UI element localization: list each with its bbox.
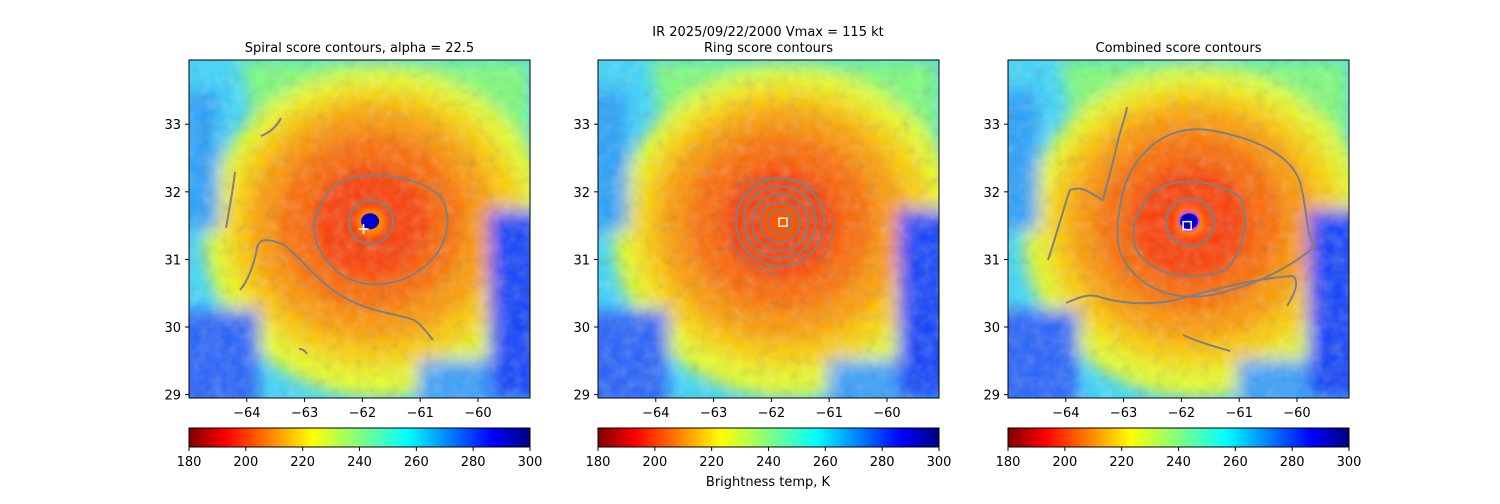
- y-tick-label: 29: [573, 389, 590, 404]
- contours: [1047, 106, 1317, 352]
- x-tick-label: −63: [1110, 406, 1137, 421]
- y-tick-label: 31: [573, 253, 590, 268]
- contour: [239, 239, 434, 341]
- x-tick-label: −60: [873, 406, 900, 421]
- colorbar-tick-label: 260: [1223, 455, 1248, 470]
- colorbar-tick-label: 180: [586, 455, 611, 470]
- colorbar-tick-label: 260: [813, 455, 838, 470]
- x-tick-label: −64: [233, 406, 260, 421]
- contour: [1178, 210, 1201, 233]
- panel-title: Spiral score contours, alpha = 22.5: [245, 41, 474, 56]
- ir-image: [1008, 60, 1349, 398]
- panel-title: Combined score contours: [1096, 41, 1262, 56]
- colorbar-gradient: [597, 427, 940, 448]
- x-tick-label: −61: [815, 406, 842, 421]
- colorbar-tick-label: 300: [927, 455, 952, 470]
- y-tick-label: 31: [983, 253, 1000, 268]
- axes-frame: [188, 59, 531, 399]
- contour: [751, 193, 810, 252]
- ir-image: [189, 60, 530, 398]
- colorbar-tick-label: 180: [996, 455, 1021, 470]
- x-tick-label: −64: [642, 406, 669, 421]
- panel-1: Spiral score contours, alpha = 22.5 −64 −6…: [164, 41, 543, 470]
- contour: [729, 177, 835, 276]
- colorbar-tick-label: 240: [347, 455, 372, 470]
- x-tick-label: −61: [1225, 406, 1252, 421]
- axes-frame: [597, 59, 940, 399]
- colorbar: 180 200 220 240 260 280 300: [586, 427, 952, 470]
- colorbar-tick-label: 240: [1166, 455, 1191, 470]
- y-tick-label: 32: [573, 186, 590, 201]
- contours: [729, 177, 835, 276]
- x-tick-label: −60: [1283, 406, 1310, 421]
- contour: [1116, 128, 1317, 298]
- x-tick-label: −60: [464, 406, 491, 421]
- y-tick-label: 32: [983, 186, 1000, 201]
- colorbar-tick-label: 300: [518, 455, 543, 470]
- contour: [767, 209, 794, 236]
- axes-frame: [1007, 59, 1350, 399]
- contour: [1182, 334, 1231, 352]
- x-tick-label: −61: [406, 406, 433, 421]
- colorbar: 180 200 220 240 260 280 300: [177, 427, 543, 470]
- x-tick-label: −62: [758, 406, 785, 421]
- contour: [298, 348, 308, 355]
- contour: [1065, 275, 1298, 307]
- y-tick-label: 33: [573, 118, 590, 133]
- panels: Spiral score contours, alpha = 22.5 −64 −6…: [164, 41, 1362, 470]
- y-tick-label: 30: [573, 321, 590, 336]
- x-tick-label: −63: [700, 406, 727, 421]
- contour: [348, 199, 395, 246]
- figure-suptitle: IR 2025/09/22/2000 Vmax = 115 kt: [652, 25, 883, 40]
- colorbar-tick-label: 200: [1052, 455, 1077, 470]
- colorbar-gradient: [1007, 427, 1350, 448]
- y-tick-label: 29: [983, 389, 1000, 404]
- ir-image: [598, 60, 939, 398]
- panel-3: Combined score contours −64 −63 −62 −61 −60 29…: [983, 41, 1362, 470]
- colorbar-tick-label: 220: [699, 455, 724, 470]
- colorbar-tick-label: 260: [404, 455, 429, 470]
- contour: [743, 185, 818, 260]
- x-tick-label: −64: [1052, 406, 1079, 421]
- y-tick-label: 30: [164, 321, 181, 336]
- colorbar-gradient: [188, 427, 531, 448]
- contour: [1165, 197, 1216, 248]
- colorbar-tick-label: 180: [177, 455, 202, 470]
- colorbar-tick-label: 280: [1280, 455, 1305, 470]
- colorbar-tick-label: 200: [233, 455, 258, 470]
- contour: [313, 174, 449, 286]
- y-tick-label: 33: [983, 118, 1000, 133]
- y-tick-label: 30: [983, 321, 1000, 336]
- y-tick-label: 29: [164, 389, 181, 404]
- center-marker-square: [778, 217, 788, 227]
- colorbar-tick-label: 200: [642, 455, 667, 470]
- contour: [1132, 180, 1247, 278]
- panel-title: Ring score contours: [704, 41, 833, 56]
- colorbar-tick-label: 240: [756, 455, 781, 470]
- contour: [759, 201, 802, 244]
- contours: [225, 117, 449, 355]
- contour: [225, 171, 236, 229]
- colorbar-tick-label: 300: [1337, 455, 1362, 470]
- colorbar-tick-label: 220: [1109, 455, 1134, 470]
- panel-2: Ring score contours −64 −63 −62 −61 −60 29 30 31…: [573, 41, 952, 470]
- colorbar-label: Brightness temp, K: [706, 475, 831, 490]
- y-tick-label: 31: [164, 253, 181, 268]
- x-tick-label: −62: [1168, 406, 1195, 421]
- x-tick-label: −63: [291, 406, 318, 421]
- center-marker-square: [1182, 220, 1192, 231]
- center-marker-plus: [358, 224, 369, 234]
- colorbar-tick-label: 220: [290, 455, 315, 470]
- y-tick-label: 32: [164, 186, 181, 201]
- contour: [1047, 106, 1128, 261]
- colorbar-tick-label: 280: [870, 455, 895, 470]
- colorbar: 180 200 220 240 260 280 300: [996, 427, 1362, 470]
- x-tick-label: −62: [349, 406, 376, 421]
- y-tick-label: 33: [164, 118, 181, 133]
- contour: [260, 117, 282, 137]
- colorbar-tick-label: 280: [461, 455, 486, 470]
